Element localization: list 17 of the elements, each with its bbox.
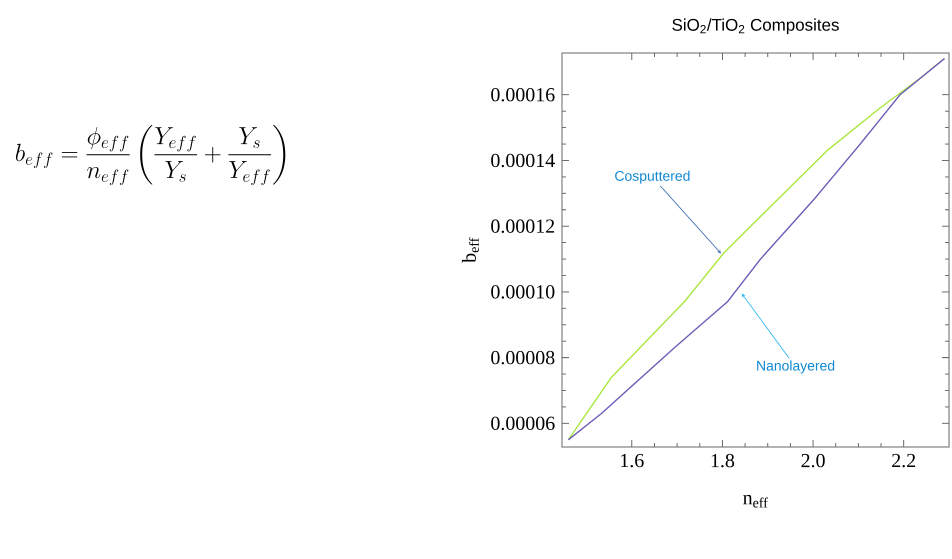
y-tick-label: 0.00012 <box>491 219 554 233</box>
annotation: Nanolayered <box>757 360 834 374</box>
x-tick-label: 1.8 <box>712 454 734 468</box>
y-axis-title: b$_{eff}$ <box>462 238 479 263</box>
y-tick-label: 0.00016 <box>491 88 555 102</box>
y-tick-label: 0.00010 <box>491 285 554 299</box>
chart-title: SiO$_{2}$/TiO$_{2}$ Composites <box>672 18 839 34</box>
x-tick-label: 2.2 <box>892 454 916 468</box>
x-tick-label: 1.6 <box>621 454 644 468</box>
line-series <box>568 58 946 440</box>
y-tick-label: 0.00006 <box>491 416 555 430</box>
y-tick-label: 0.00014 <box>491 154 555 168</box>
y-tick-label: 0.00008 <box>491 350 554 364</box>
x-tick-label: 2.0 <box>801 454 825 468</box>
x-axis-title: n$_{eff}$ <box>743 494 768 508</box>
text: $b_{eff} = \frac{\phi_{eff}}{n_{eff}}\left(\frac{Y_{eff}}{Y_s}+\frac{Y_s}{Y_{eff}}\right)$ <box>16 125 286 186</box>
annotation: Cosputtered <box>615 170 690 184</box>
